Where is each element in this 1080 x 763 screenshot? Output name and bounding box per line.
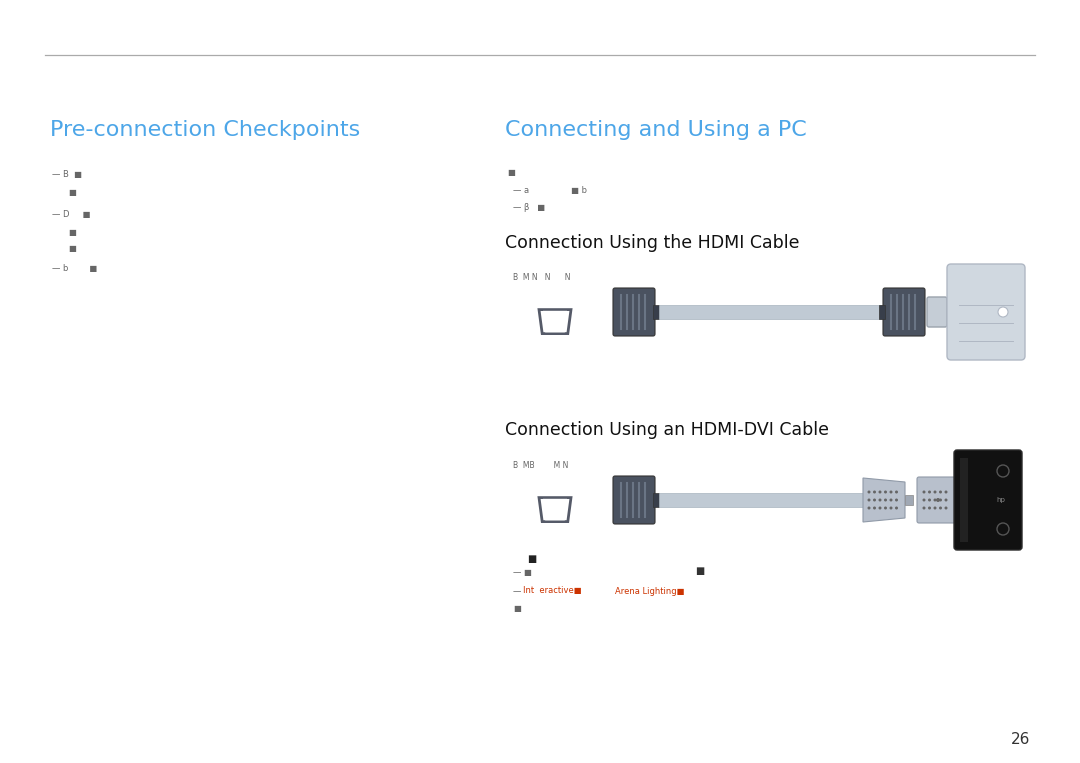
Bar [659, 493, 863, 507]
Text: — D     ■: — D ■ [52, 211, 91, 220]
Text: — B  ■: — B ■ [52, 170, 82, 179]
Circle shape [895, 491, 897, 494]
Circle shape [933, 507, 936, 510]
Text: Pre-connection Checkpoints: Pre-connection Checkpoints [50, 120, 361, 140]
Circle shape [998, 307, 1008, 317]
Circle shape [939, 498, 942, 501]
Circle shape [867, 491, 870, 494]
FancyBboxPatch shape [954, 450, 1022, 550]
Text: Connection Using the HDMI Cable: Connection Using the HDMI Cable [505, 234, 799, 252]
Text: — a                ■ b: — a ■ b [513, 185, 588, 195]
Polygon shape [543, 311, 567, 333]
Circle shape [922, 498, 926, 501]
Bar [653, 305, 659, 319]
FancyBboxPatch shape [927, 297, 947, 327]
Text: ■: ■ [527, 554, 537, 564]
Text: 26: 26 [1011, 732, 1030, 748]
Polygon shape [863, 478, 905, 522]
Circle shape [895, 507, 897, 510]
Circle shape [922, 507, 926, 510]
Polygon shape [543, 499, 567, 520]
Circle shape [890, 491, 892, 494]
Circle shape [945, 491, 947, 494]
Bar [659, 305, 885, 319]
FancyBboxPatch shape [613, 288, 654, 336]
Circle shape [933, 498, 936, 501]
Text: B  M N   N      N: B M N N N [513, 273, 570, 282]
Text: ■: ■ [68, 243, 76, 253]
Circle shape [890, 507, 892, 510]
Text: ■: ■ [68, 228, 76, 237]
Circle shape [873, 507, 876, 510]
Text: ■: ■ [513, 604, 521, 613]
Bar [879, 305, 885, 319]
Circle shape [890, 498, 892, 501]
Bar [960, 458, 968, 542]
Circle shape [867, 507, 870, 510]
Text: —: — [513, 587, 524, 595]
Text: — b        ■: — b ■ [52, 263, 97, 272]
Text: ■: ■ [68, 188, 76, 198]
Circle shape [922, 491, 926, 494]
Circle shape [895, 498, 897, 501]
Circle shape [873, 491, 876, 494]
Bar [653, 493, 659, 507]
Text: hp: hp [997, 497, 1005, 503]
Circle shape [945, 507, 947, 510]
Text: B  MB        M N: B MB M N [513, 461, 568, 469]
Circle shape [939, 507, 942, 510]
Circle shape [945, 498, 947, 501]
Text: — ■: — ■ [513, 568, 531, 578]
Circle shape [878, 491, 881, 494]
Text: ■: ■ [696, 566, 704, 576]
Text: Connection Using an HDMI-DVI Cable: Connection Using an HDMI-DVI Cable [505, 421, 829, 439]
Circle shape [933, 491, 936, 494]
Circle shape [885, 507, 887, 510]
Bar [905, 495, 913, 505]
Text: ■: ■ [507, 169, 515, 178]
Circle shape [928, 498, 931, 501]
Circle shape [928, 491, 931, 494]
Circle shape [873, 498, 876, 501]
FancyBboxPatch shape [883, 288, 924, 336]
Circle shape [878, 507, 881, 510]
Circle shape [939, 491, 942, 494]
Text: Arena Lighting■: Arena Lighting■ [615, 587, 685, 595]
FancyBboxPatch shape [917, 477, 957, 523]
FancyBboxPatch shape [613, 476, 654, 524]
Text: Connecting and Using a PC: Connecting and Using a PC [505, 120, 807, 140]
Text: Int  eractive■: Int eractive■ [523, 587, 582, 595]
Text: — β   ■: — β ■ [513, 204, 545, 213]
Circle shape [885, 491, 887, 494]
Circle shape [867, 498, 870, 501]
Circle shape [936, 498, 940, 502]
Circle shape [878, 498, 881, 501]
FancyBboxPatch shape [947, 264, 1025, 360]
Circle shape [885, 498, 887, 501]
Circle shape [928, 507, 931, 510]
